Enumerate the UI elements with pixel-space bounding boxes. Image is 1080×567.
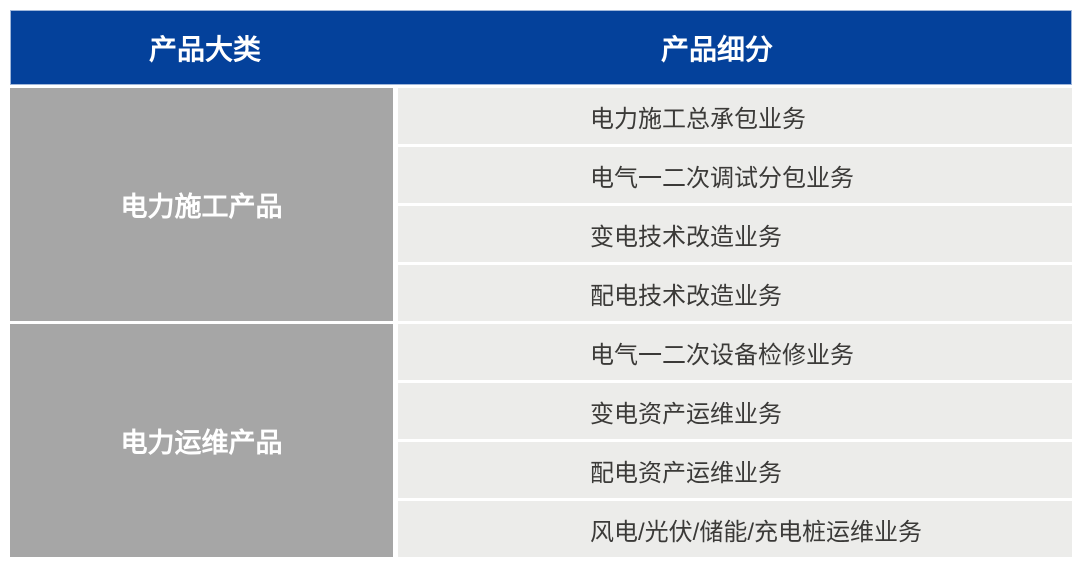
table-row: 变电资产运维业务 (398, 383, 1072, 439)
table-row: 电力施工总承包业务 (398, 88, 1072, 144)
table-row: 电气一二次调试分包业务 (398, 147, 1072, 203)
product-table: 产品大类 产品细分 电力施工产品 电力运维产品 电力施工总承包业务 电气一二次调… (10, 10, 1072, 557)
table-body: 电力施工产品 电力运维产品 电力施工总承包业务 电气一二次调试分包业务 变电技术… (10, 88, 1072, 557)
table-row: 风电/光伏/储能/充电桩运维业务 (398, 501, 1072, 557)
category-cell-power-construction: 电力施工产品 (10, 88, 393, 321)
table-row: 配电资产运维业务 (398, 442, 1072, 498)
header-cell-product-category: 产品大类 (148, 33, 261, 65)
header-cell-product-subdivision: 产品细分 (660, 33, 773, 65)
category-cell-power-operation: 电力运维产品 (10, 324, 393, 557)
table-row: 配电技术改造业务 (398, 265, 1072, 321)
table-header-row: 产品大类 产品细分 (10, 10, 1072, 85)
table-row: 电气一二次设备检修业务 (398, 324, 1072, 380)
table-row: 变电技术改造业务 (398, 206, 1072, 262)
